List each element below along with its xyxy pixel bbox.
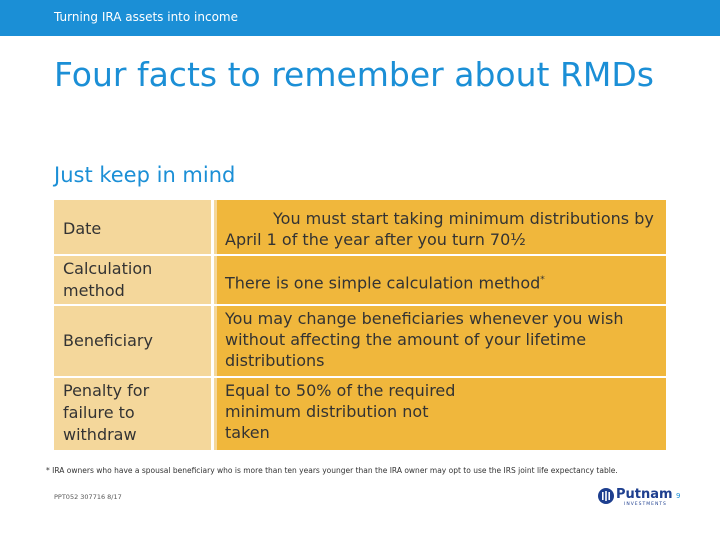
row-label: Date	[63, 219, 102, 238]
row-divider	[54, 304, 666, 306]
logo-subtitle: INVESTMENTS	[624, 502, 667, 507]
page-subtitle: Just keep in mind	[54, 163, 236, 187]
row-value: You must start taking minimum distributi…	[225, 209, 654, 249]
row-value: Equal to 50% of the required minimum dis…	[225, 381, 456, 442]
row-value-cell: You must start taking minimum distributi…	[217, 200, 666, 254]
row-label: Calculation method	[63, 259, 153, 300]
page-number: 9	[676, 492, 681, 500]
putnam-logo-mark	[598, 488, 614, 504]
table-row: Penalty for failure to withdraw Equal to…	[54, 378, 666, 450]
row-value: There is one simple calculation method*	[225, 270, 665, 293]
section-title: Turning IRA assets into income	[54, 10, 238, 24]
page-title: Four facts to remember about RMDs	[54, 55, 654, 94]
row-label-cell: Date	[54, 200, 214, 254]
logo-emblem-icon	[599, 489, 613, 503]
header-bar: Turning IRA assets into income	[0, 0, 720, 36]
footnote-marker: *	[540, 275, 545, 285]
row-label-cell: Penalty for failure to withdraw	[54, 378, 214, 450]
row-label: Beneficiary	[63, 331, 153, 350]
row-value-cell: There is one simple calculation method*	[217, 256, 666, 304]
putnam-logo: Putnam INVESTMENTS	[598, 487, 673, 507]
row-label: Penalty for failure to withdraw	[63, 381, 150, 444]
row-value-cell: You may change beneficiaries whenever yo…	[217, 306, 666, 376]
table-row: Calculation method There is one simple c…	[54, 256, 666, 304]
row-value: You may change beneficiaries whenever yo…	[225, 309, 624, 370]
row-label-cell: Calculation method	[54, 256, 214, 304]
footnote: * IRA owners who have a spousal benefici…	[46, 466, 618, 475]
row-divider	[54, 376, 666, 378]
row-value-cell: Equal to 50% of the required minimum dis…	[217, 378, 666, 450]
table-row: Beneficiary You may change beneficiaries…	[54, 306, 666, 376]
row-divider	[54, 254, 666, 256]
row-label-cell: Beneficiary	[54, 306, 214, 376]
row-value-text: There is one simple calculation method	[225, 273, 541, 293]
logo-wordmark: Putnam	[616, 487, 673, 502]
table-row: Date You must start taking minimum distr…	[54, 200, 666, 254]
document-code: PPT052 307716 8/17	[54, 493, 122, 501]
